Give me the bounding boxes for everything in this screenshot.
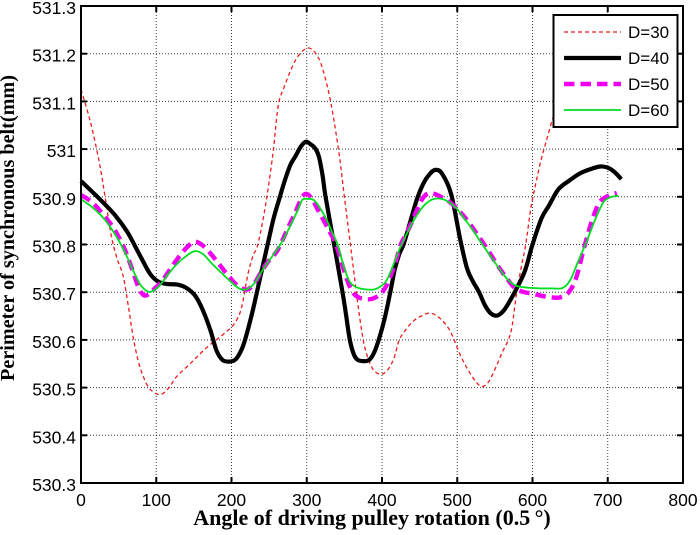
- svg-text:531: 531: [47, 141, 76, 161]
- svg-text:100: 100: [142, 490, 171, 510]
- svg-text:530.6: 530.6: [32, 332, 76, 352]
- svg-text:531.2: 531.2: [32, 46, 76, 66]
- svg-text:530.9: 530.9: [32, 189, 76, 209]
- svg-text:530.3: 530.3: [32, 475, 76, 495]
- svg-text:D=30: D=30: [628, 23, 669, 42]
- svg-text:530.8: 530.8: [32, 237, 76, 257]
- svg-text:300: 300: [292, 490, 321, 510]
- svg-text:600: 600: [518, 490, 547, 510]
- svg-text:400: 400: [367, 490, 396, 510]
- svg-text:D=60: D=60: [628, 101, 669, 120]
- svg-text:530.5: 530.5: [32, 380, 76, 400]
- svg-text:D=50: D=50: [628, 75, 669, 94]
- svg-text:800: 800: [668, 490, 697, 510]
- svg-text:D=40: D=40: [628, 49, 669, 68]
- svg-text:0: 0: [76, 490, 86, 510]
- svg-text:531.3: 531.3: [32, 0, 76, 18]
- svg-text:200: 200: [217, 490, 246, 510]
- svg-text:530.4: 530.4: [32, 427, 76, 447]
- svg-text:Angle of driving pulley rotati: Angle of driving pulley rotation (0.5 °): [193, 505, 550, 530]
- svg-text:531.1: 531.1: [32, 93, 76, 113]
- svg-text:530.7: 530.7: [32, 284, 76, 304]
- svg-text:Perimeter of synchronous belt(: Perimeter of synchronous belt(mm): [0, 75, 19, 381]
- svg-text:500: 500: [443, 490, 472, 510]
- svg-text:700: 700: [593, 490, 622, 510]
